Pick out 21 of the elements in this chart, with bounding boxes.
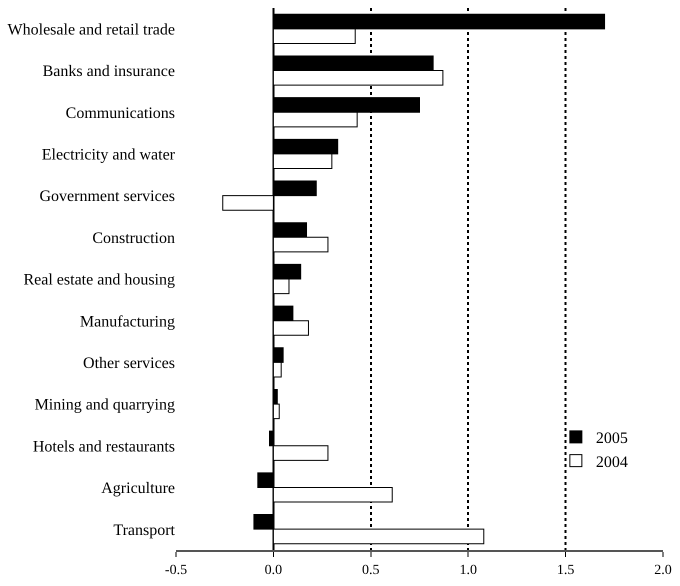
- x-tick-label: 0.0: [264, 562, 282, 578]
- y-tick-label: Electricity and water: [42, 146, 176, 164]
- legend-label: 2005: [596, 430, 628, 448]
- y-tick-label: Agriculture: [101, 480, 175, 498]
- y-tick-label: Hotels and restaurants: [32, 438, 175, 456]
- x-tick-label: 0.5: [362, 562, 380, 578]
- y-tick-label: Communications: [66, 104, 175, 122]
- x-tick-label: 1.5: [556, 562, 574, 578]
- y-tick-label: Other services: [83, 354, 175, 372]
- y-tick-label: Banks and insurance: [42, 63, 175, 80]
- y-tick-label: Transport: [113, 522, 176, 539]
- y-tick-label: Mining and quarrying: [34, 396, 175, 414]
- y-tick-label: Construction: [92, 230, 175, 247]
- y-tick-label: Real estate and housing: [23, 272, 175, 289]
- x-tick-label: 1.0: [459, 562, 477, 578]
- x-tick-label: -0.5: [164, 562, 188, 578]
- y-tick-label: Manufacturing: [80, 313, 175, 330]
- y-tick-label: Government services: [39, 188, 175, 206]
- x-tick-label: 2.0: [654, 562, 672, 578]
- y-tick-label: Wholesale and retail trade: [8, 21, 175, 38]
- legend-label: 2004: [596, 454, 628, 471]
